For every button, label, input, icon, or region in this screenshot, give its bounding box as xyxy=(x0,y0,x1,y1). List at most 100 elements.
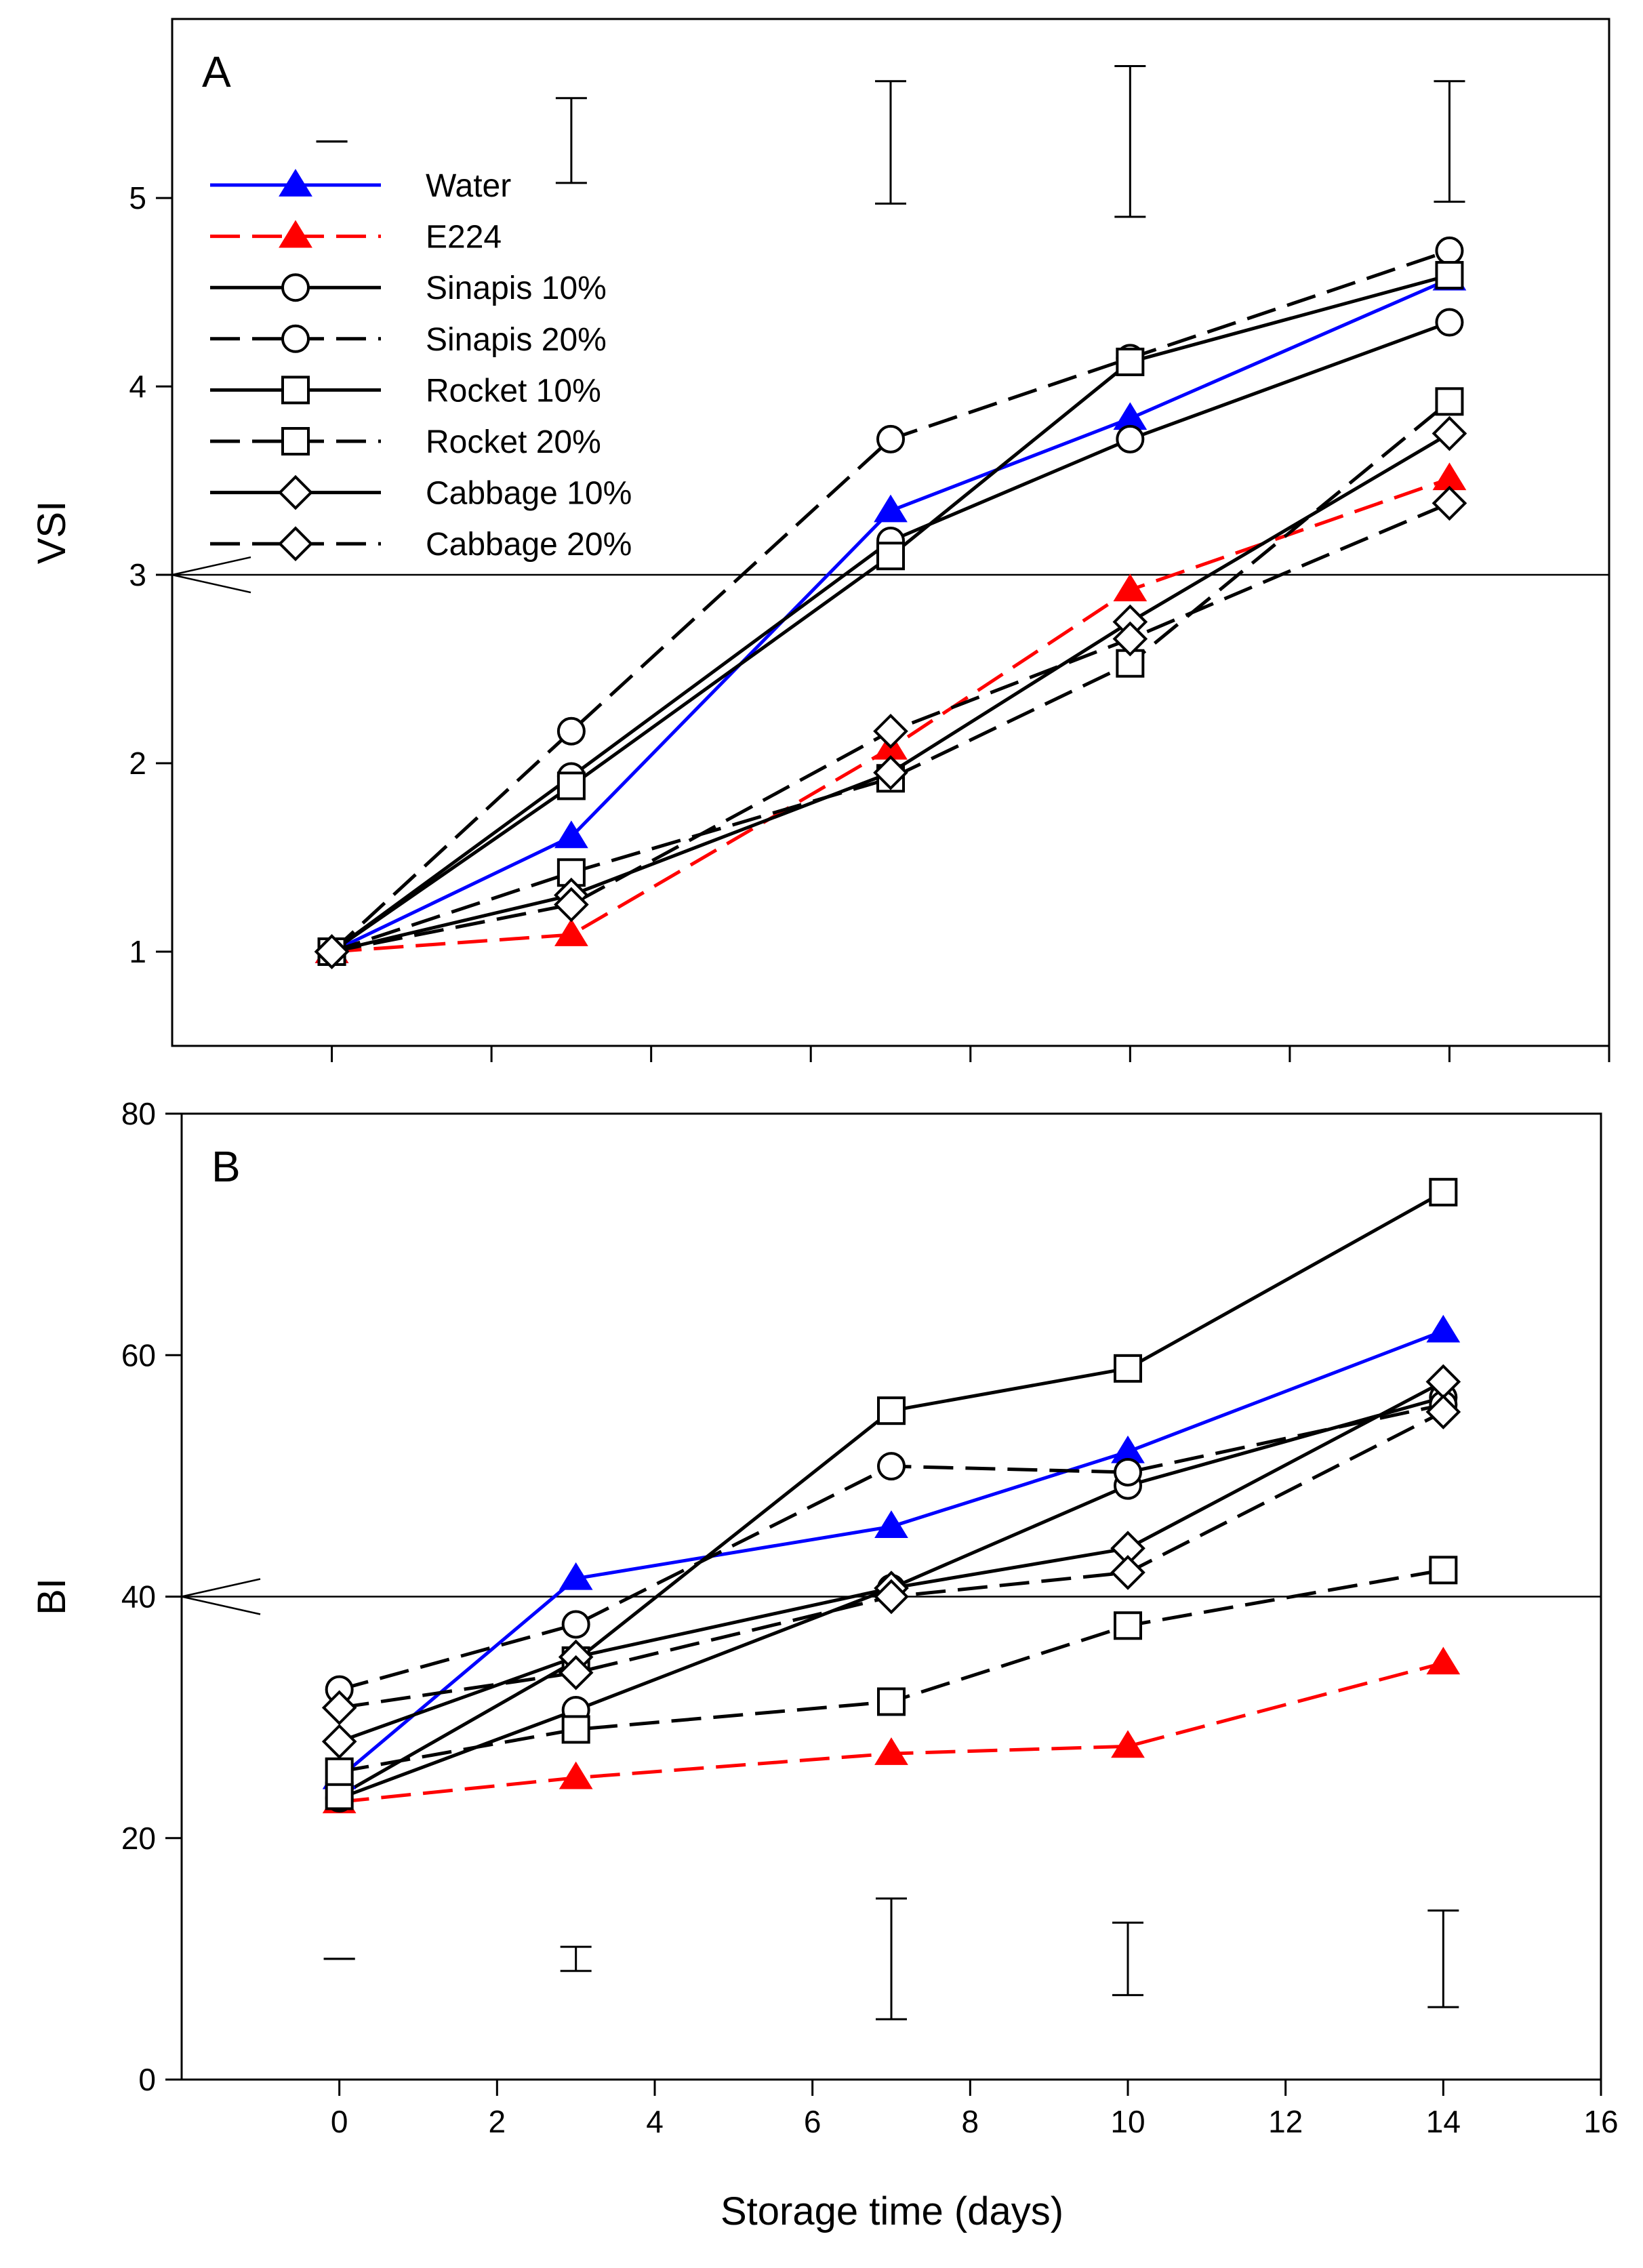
panel-a-point-cabbage-20 xyxy=(554,887,589,923)
panel-a-point-sinapis-10 xyxy=(1116,424,1145,453)
panel-b-x-tick-label: 4 xyxy=(646,2104,664,2139)
panel-a-y-tick-label: 3 xyxy=(129,557,146,592)
panel-b-y-tick-label: 60 xyxy=(121,1337,156,1373)
panel-a-point-rocket-10 xyxy=(1116,347,1145,376)
legend-item-rocket-20: Rocket 20% xyxy=(210,424,601,460)
panel-b-error-bar xyxy=(560,1945,592,1972)
panel-b-point-water xyxy=(1426,1314,1461,1343)
legend-item-sinapis-20: Sinapis 20% xyxy=(210,322,607,358)
panel-b-y-tick-label: 0 xyxy=(138,2062,156,2097)
panel-a-point-water xyxy=(874,494,908,523)
panel-b-point-cabbage-20 xyxy=(874,1579,909,1615)
panel-b-point-rocket-10 xyxy=(1114,1354,1142,1383)
panel-a-y-tick-label: 1 xyxy=(129,934,146,969)
panel-b-y-tick-label: 20 xyxy=(121,1821,156,1856)
legend-item-cabbage-20: Cabbage 20% xyxy=(210,526,632,563)
panel-b-point-water xyxy=(874,1510,908,1539)
panel-a-point-cabbage-20 xyxy=(314,934,350,969)
panel-b-x-tick-label: 8 xyxy=(962,2104,979,2139)
panel-a-error-bar xyxy=(1114,64,1146,218)
panel-a-point-rocket-20 xyxy=(1435,387,1464,416)
panel-b-point-water xyxy=(559,1562,593,1590)
panel-b-point-rocket-20 xyxy=(1114,1611,1142,1640)
panel-b-point-sinapis-20 xyxy=(877,1452,906,1481)
panel-a-error-bar xyxy=(555,97,587,184)
panel-b-y-tick-label: 40 xyxy=(121,1579,156,1615)
panel-b-error-bar xyxy=(1112,1921,1143,1996)
panel-b-point-rocket-20 xyxy=(325,1757,354,1786)
panel-b-point-rocket-20 xyxy=(877,1687,906,1716)
panel-b: 0 2 4 6 8 10 12 14 16 0 20 40 60 80 BI B xyxy=(30,1096,1619,2139)
panel-b-point-rocket-20 xyxy=(561,1715,590,1744)
legend-swatch-marker xyxy=(278,474,313,510)
panel-a-y-tick-label: 4 xyxy=(129,369,146,404)
panel-b-y-axis-title: BI xyxy=(30,1578,74,1615)
legend-label: Cabbage 10% xyxy=(426,476,632,512)
panel-a-y-tick-label: 5 xyxy=(129,180,146,216)
panel-b-point-cabbage-10 xyxy=(321,1724,357,1760)
panel-a-point-e224 xyxy=(554,918,588,946)
panel-b-x-tick-label: 16 xyxy=(1583,2104,1618,2139)
panel-a-point-sinapis-20 xyxy=(556,716,586,746)
panel-b-error-bar xyxy=(876,1897,907,2021)
panel-b-x-tick-label: 0 xyxy=(331,2104,348,2139)
panel-b-point-rocket-10 xyxy=(325,1781,354,1810)
panel-a-y-axis-title: VSI xyxy=(30,501,74,565)
legend-swatch-marker xyxy=(281,324,310,353)
legend-label: E224 xyxy=(426,220,502,256)
legend-swatch-marker xyxy=(279,220,312,248)
panel-b-point-rocket-10 xyxy=(1429,1177,1458,1207)
panel-a-point-cabbage-20 xyxy=(1432,485,1467,521)
panel-a-point-cabbage-20 xyxy=(873,713,908,749)
legend-label: Rocket 20% xyxy=(426,424,601,460)
panel-b-point-cabbage-20 xyxy=(1425,1394,1461,1430)
legend-swatch-marker xyxy=(278,526,313,562)
panel-a-panel-label: A xyxy=(202,47,231,96)
panel-a-plot-frame xyxy=(171,18,1610,1047)
panel-b-error-bar xyxy=(1427,1909,1459,2008)
panel-a-point-sinapis-10 xyxy=(1435,308,1464,337)
panel-b-point-sinapis-20 xyxy=(1114,1458,1142,1487)
panel-b-x-tick-label: 12 xyxy=(1268,2104,1303,2139)
x-axis-title: Storage time (days) xyxy=(721,2189,1063,2233)
panel-a-error-bar xyxy=(875,80,906,205)
legend-label: Water xyxy=(426,168,511,204)
legend-label: Sinapis 10% xyxy=(426,270,607,306)
panel-b-x-tick-label: 14 xyxy=(1426,2104,1461,2139)
panel-a-point-water xyxy=(554,820,588,849)
legend-item-sinapis-10: Sinapis 10% xyxy=(210,270,607,306)
panel-a-y-tick-label: 2 xyxy=(129,746,146,781)
panel-b-point-e224 xyxy=(1111,1730,1145,1758)
panel-b-series-markers xyxy=(321,1177,1461,1814)
legend-item-water: Water xyxy=(210,168,511,204)
legend-swatch-marker xyxy=(279,169,312,197)
legend-item-e224: E224 xyxy=(210,220,502,256)
panel-a-point-e224 xyxy=(1113,573,1148,602)
panel-a-point-sinapis-20 xyxy=(1435,236,1464,265)
panel-a-point-rocket-10 xyxy=(1435,261,1464,290)
panel-a-point-cabbage-10 xyxy=(873,755,908,790)
panel-b-x-tick-label: 2 xyxy=(489,2104,506,2139)
legend-label: Sinapis 20% xyxy=(426,322,607,358)
panel-b-point-e224 xyxy=(1426,1646,1461,1675)
legend-swatch-marker xyxy=(281,273,310,302)
legend-item-rocket-10: Rocket 10% xyxy=(210,373,601,409)
panel-b-point-sinapis-20 xyxy=(561,1610,590,1639)
panel-b-x-tick-label: 10 xyxy=(1110,2104,1145,2139)
legend-label: Cabbage 20% xyxy=(426,527,632,563)
panel-a-error-bar xyxy=(1434,80,1465,203)
panel-b-reference-arrow xyxy=(181,1578,261,1615)
panel-b-point-rocket-10 xyxy=(877,1396,906,1425)
legend-label: Rocket 10% xyxy=(426,373,601,409)
panel-a-series-markers xyxy=(314,236,1467,969)
panel-a-point-cabbage-20 xyxy=(1112,621,1148,657)
panel-b-x-tick-label: 6 xyxy=(804,2104,822,2139)
panel-a: 1 2 3 4 5 VSI A Water E224 Sinapis 10% Sinapis 20%… xyxy=(30,18,1610,1062)
panel-a-point-rocket-10 xyxy=(876,542,905,571)
panel-a-reference-arrow xyxy=(171,556,251,594)
legend-swatch-marker xyxy=(281,427,310,455)
panel-a-point-rocket-10 xyxy=(556,771,586,801)
panel-a-legend: Water E224 Sinapis 10% Sinapis 20% Rocket 10… xyxy=(210,168,632,563)
panel-b-point-cabbage-20 xyxy=(321,1690,357,1726)
